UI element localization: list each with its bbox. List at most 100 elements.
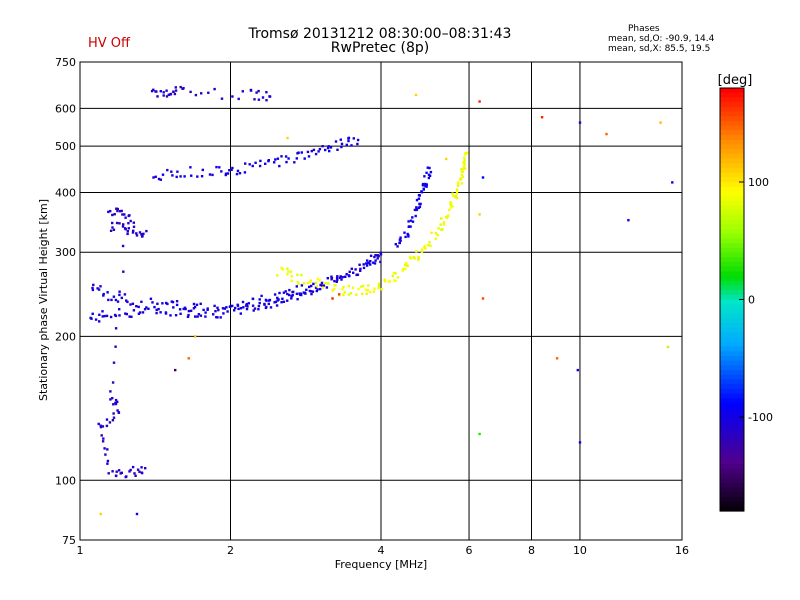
- colorbar-segment: [720, 191, 744, 197]
- echo-point: [118, 293, 121, 297]
- echo-point: [230, 168, 233, 171]
- echo-point: [183, 175, 186, 178]
- echo-point: [321, 145, 324, 148]
- echo-point: [265, 91, 268, 94]
- echo-point: [426, 166, 429, 169]
- echo-point: [133, 472, 136, 475]
- colorbar-segment: [720, 224, 744, 230]
- echo-point: [263, 303, 266, 306]
- colorbar-segment: [720, 200, 744, 207]
- colorbar-tick-label: 100: [748, 176, 769, 189]
- echo-point: [117, 469, 121, 472]
- colorbar-segment: [720, 398, 744, 404]
- echo-point: [143, 308, 147, 311]
- echo-point: [444, 216, 448, 219]
- echo-point: [445, 157, 448, 161]
- echo-point: [396, 245, 399, 248]
- echo-point: [463, 159, 466, 162]
- colorbar-segment: [720, 276, 744, 282]
- echo-point: [247, 302, 250, 305]
- echo-point: [106, 459, 110, 463]
- echo-point: [249, 89, 253, 92]
- echo-point: [340, 278, 343, 281]
- x-tick-label: 2: [227, 544, 234, 557]
- echo-point: [460, 168, 463, 171]
- echo-point: [282, 291, 286, 294]
- echo-point: [251, 164, 254, 168]
- echo-point: [192, 307, 196, 310]
- echo-point: [427, 244, 430, 247]
- echo-point: [132, 221, 135, 224]
- echo-point: [114, 345, 117, 348]
- echo-point: [174, 368, 177, 372]
- echo-point: [252, 309, 255, 312]
- echo-point: [105, 314, 109, 318]
- echo-point: [132, 225, 136, 228]
- colorbar-segment: [720, 285, 744, 291]
- echo-point: [434, 231, 438, 235]
- echo-point: [135, 232, 138, 235]
- colorbar-segment: [720, 182, 744, 188]
- echo-point: [335, 280, 338, 283]
- echo-point: [306, 150, 310, 154]
- echo-point: [343, 291, 346, 294]
- colorbar-label: [deg]: [718, 73, 753, 88]
- echo-point: [231, 95, 234, 98]
- x-tick-label: 10: [573, 544, 587, 557]
- echo-point: [286, 272, 289, 276]
- echo-point: [376, 257, 379, 260]
- echo-point: [192, 302, 196, 306]
- colorbar-segment: [720, 327, 744, 333]
- echo-point: [111, 381, 115, 384]
- echo-point: [362, 263, 365, 266]
- colorbar-segment: [720, 261, 744, 268]
- echo-point: [396, 276, 400, 279]
- echo-point: [351, 286, 355, 289]
- echo-point: [659, 121, 662, 124]
- echo-point: [215, 165, 218, 169]
- echo-point: [425, 183, 428, 186]
- echo-point: [429, 244, 432, 247]
- y-tick-label: 75: [62, 534, 76, 547]
- echo-point: [194, 315, 197, 318]
- echo-point: [118, 308, 121, 311]
- echo-point: [259, 159, 262, 163]
- echo-point: [352, 137, 355, 140]
- echo-point: [239, 307, 243, 310]
- colorbar-segment: [720, 120, 744, 127]
- echo-point: [430, 231, 433, 234]
- echo-point: [379, 253, 383, 256]
- echo-point: [182, 307, 185, 311]
- echo-point: [102, 294, 105, 297]
- echo-point: [420, 191, 424, 194]
- colorbar-segment: [720, 149, 744, 155]
- echo-point: [120, 209, 123, 213]
- echo-point: [208, 173, 212, 176]
- echo-point: [171, 300, 175, 304]
- echo-point: [241, 300, 245, 304]
- echo-point: [415, 208, 419, 211]
- echo-point: [112, 416, 116, 419]
- echo-point: [239, 312, 242, 315]
- echo-point: [369, 263, 372, 266]
- echo-point: [103, 314, 106, 318]
- colorbar-segment: [720, 454, 744, 460]
- colorbar-segment: [720, 177, 744, 183]
- echo-point: [280, 301, 283, 304]
- colorbar-segment: [720, 299, 744, 305]
- echo-point: [241, 90, 244, 93]
- echo-point: [310, 149, 313, 153]
- echo-point: [118, 222, 121, 225]
- colorbar-tick-label: -100: [748, 411, 773, 424]
- echo-point: [111, 419, 115, 422]
- colorbar-segment: [720, 492, 744, 498]
- echo-point: [111, 221, 114, 225]
- echo-point: [194, 335, 197, 338]
- echo-point: [170, 170, 173, 173]
- echo-point: [99, 424, 102, 427]
- echo-point: [320, 281, 324, 285]
- echo-point: [268, 298, 272, 302]
- colorbar-segment: [720, 102, 744, 108]
- echo-point: [296, 273, 299, 277]
- echo-point: [424, 184, 427, 188]
